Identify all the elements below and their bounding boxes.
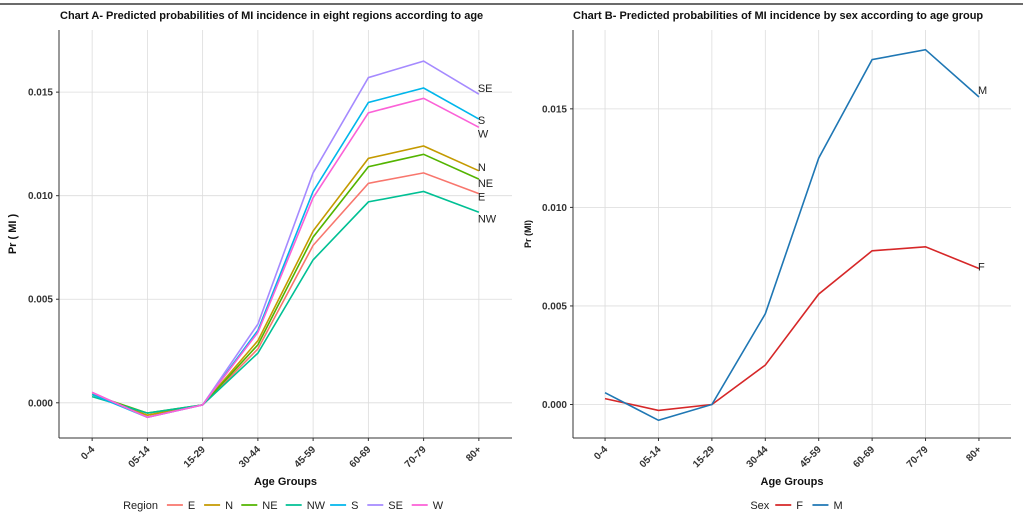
x-axis-title: Age Groups [254,476,317,488]
series-line-n [91,145,480,417]
top-border [0,3,1023,5]
x-tick-label: 15-29 [691,444,717,470]
legend-label: M [833,500,842,512]
chart-b: Chart B- Predicted probabilities of MI i… [523,10,1011,512]
y-tick-label: 0.000 [542,400,567,411]
chart-title: Chart B- Predicted probabilities of MI i… [573,10,983,22]
x-tick-label: 45-59 [798,444,824,470]
x-tick-label: 70-79 [905,444,931,470]
series-end-label: M [978,85,987,97]
series-end-label: NW [478,213,497,225]
x-axis-title: Age Groups [761,476,824,488]
series-end-label: SE [478,83,493,95]
series-end-label: E [478,192,485,204]
legend-label: F [796,500,803,512]
x-tick-label: 0-4 [592,444,610,462]
y-tick-label: 0.005 [542,301,567,312]
y-tick-label: 0.010 [542,203,567,214]
series-line-m [604,48,980,422]
legend-label: E [188,500,195,512]
chart-title: Chart A- Predicted probabilities of MI i… [60,10,483,22]
series-end-label: W [478,128,489,140]
y-tick-label: 0.010 [28,191,53,202]
y-axis-title: Pr ( MI ) [7,214,19,255]
series-end-label: N [478,162,486,174]
series-line-nw [91,190,480,414]
legend-label: W [433,500,444,512]
x-tick-label: 80+ [464,444,484,464]
series-end-label: F [978,261,985,273]
y-tick-label: 0.015 [28,88,53,99]
legend-label: N [225,500,233,512]
series-end-label: NE [478,178,493,190]
x-tick-label: 30-44 [745,444,771,470]
series-line-w [91,97,480,419]
chart-a: Chart A- Predicted probabilities of MI i… [7,10,512,512]
x-tick-label: 60-69 [348,444,374,470]
legend-label: S [351,500,358,512]
x-tick-label: 60-69 [851,444,877,470]
legend: Region E N NE NW S SE W [123,500,444,512]
series-line-f [604,245,980,412]
legend-title: Region [123,500,158,512]
series-line-se [91,60,480,419]
series-end-label: S [478,115,485,127]
x-tick-label: 15-29 [182,444,208,470]
y-tick-label: 0.000 [28,398,53,409]
x-tick-label: 05-14 [638,444,664,470]
x-tick-label: 0-4 [79,444,97,462]
series-line-s [91,87,480,419]
legend-label: SE [388,500,403,512]
legend: Sex F M [750,500,842,512]
series-line-e [91,172,480,417]
x-tick-label: 30-44 [237,444,263,470]
legend-label: NE [262,500,277,512]
y-axis-title: Pr (MI) [523,220,533,248]
y-tick-label: 0.015 [542,104,567,115]
series-line-ne [91,153,480,414]
x-tick-label: 70-79 [403,444,429,470]
legend-label: NW [307,500,326,512]
y-tick-label: 0.005 [28,295,53,306]
legend-title: Sex [750,500,769,512]
x-tick-label: 45-59 [292,444,318,470]
x-tick-label: 80+ [964,444,984,464]
x-tick-label: 05-14 [127,444,153,470]
